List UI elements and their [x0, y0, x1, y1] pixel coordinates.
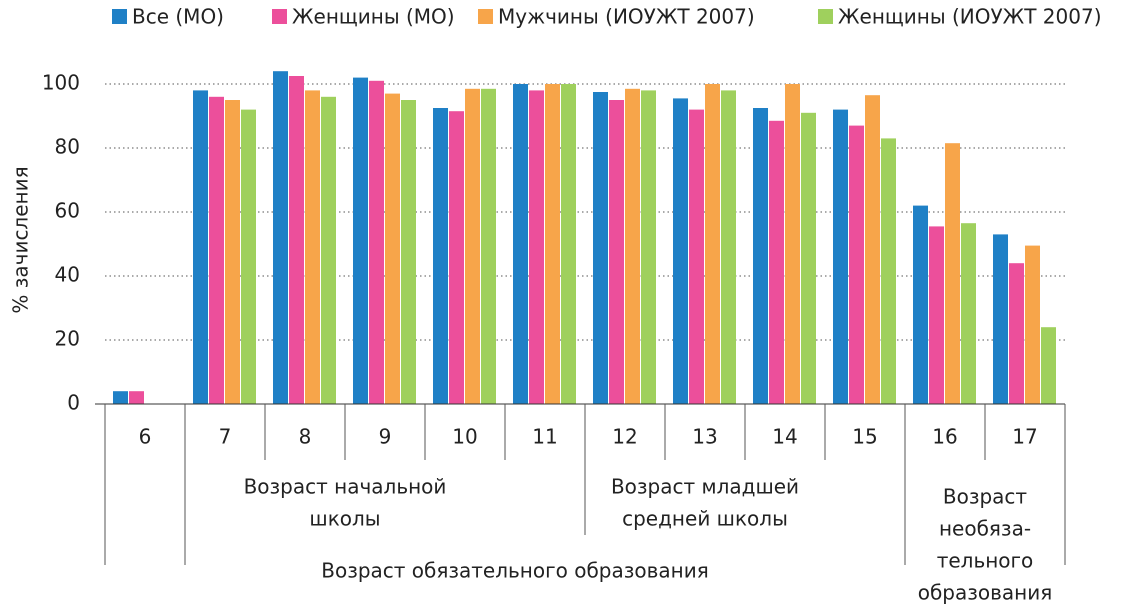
bar — [241, 109, 256, 404]
bar — [353, 77, 368, 404]
group-label: необяза- — [939, 517, 1031, 541]
legend-swatch — [478, 9, 493, 24]
x-tick-label: 10 — [452, 425, 477, 449]
x-tick-label: 16 — [932, 425, 957, 449]
bar — [305, 90, 320, 405]
bar — [913, 205, 928, 404]
x-tick-label: 7 — [219, 425, 232, 449]
bar — [321, 96, 336, 405]
group-label: тельного — [937, 549, 1034, 573]
bar — [785, 84, 800, 404]
bar — [673, 98, 688, 405]
legend-swatch — [112, 9, 127, 24]
bar — [1009, 263, 1024, 404]
y-tick-label: 40 — [55, 263, 80, 287]
x-tick-label: 12 — [612, 425, 637, 449]
bar — [753, 108, 768, 404]
bar — [433, 108, 448, 404]
bar — [769, 120, 784, 405]
group-label: Возраст обязательного образования — [321, 559, 709, 583]
x-tick-label: 13 — [692, 425, 717, 449]
group-label: Возраст — [943, 485, 1028, 509]
bar — [1025, 245, 1040, 404]
group-label: Возраст младшей — [611, 475, 799, 499]
legend-swatch — [818, 9, 833, 24]
x-tick-label: 15 — [852, 425, 877, 449]
bar — [593, 92, 608, 404]
x-tick-label: 6 — [139, 425, 152, 449]
legend-label: Женщины (ИОУЖТ 2007) — [838, 5, 1102, 29]
bar — [529, 90, 544, 405]
bar — [193, 90, 208, 405]
bar — [449, 111, 464, 404]
bar — [705, 84, 720, 404]
bar — [945, 143, 960, 404]
bar — [289, 76, 304, 404]
bar — [625, 88, 640, 405]
bar — [1041, 327, 1056, 404]
x-tick-label: 17 — [1012, 425, 1037, 449]
bar — [641, 90, 656, 405]
legend-label: Мужчины (ИОУЖТ 2007) — [498, 5, 755, 29]
bar — [369, 80, 384, 405]
x-tick-label: 11 — [532, 425, 557, 449]
y-axis-label: % зачисления — [9, 166, 33, 313]
bar — [225, 100, 240, 404]
group-label: Возраст начальной — [244, 475, 447, 499]
bar — [721, 90, 736, 405]
bar — [801, 112, 816, 405]
legend-label: Все (МО) — [132, 5, 224, 29]
bar — [513, 84, 528, 404]
bar — [401, 100, 416, 404]
bar — [113, 391, 128, 404]
bar — [881, 138, 896, 404]
bar — [849, 125, 864, 404]
bar — [209, 96, 224, 405]
legend-label: Женщины (МО) — [292, 5, 455, 29]
x-tick-label: 14 — [772, 425, 797, 449]
group-label: средней школы — [622, 507, 788, 531]
bar — [481, 88, 496, 405]
bar — [865, 95, 880, 404]
bar — [561, 84, 576, 404]
y-tick-label: 80 — [55, 135, 80, 159]
group-label: образования — [918, 581, 1053, 605]
bar — [545, 84, 560, 404]
bar — [993, 234, 1008, 404]
x-tick-label: 8 — [299, 425, 312, 449]
group-label: школы — [309, 507, 380, 531]
y-tick-label: 20 — [55, 327, 80, 351]
bar — [833, 109, 848, 404]
bar — [129, 391, 144, 404]
bar — [465, 88, 480, 405]
y-tick-label: 0 — [67, 391, 80, 415]
bar — [929, 226, 944, 404]
bar — [385, 93, 400, 404]
bar — [961, 223, 976, 404]
y-tick-label: 100 — [42, 71, 80, 95]
bar — [273, 71, 288, 404]
bar — [689, 109, 704, 404]
x-tick-label: 9 — [379, 425, 392, 449]
y-tick-label: 60 — [55, 199, 80, 223]
bar — [609, 100, 624, 404]
legend-swatch — [272, 9, 287, 24]
